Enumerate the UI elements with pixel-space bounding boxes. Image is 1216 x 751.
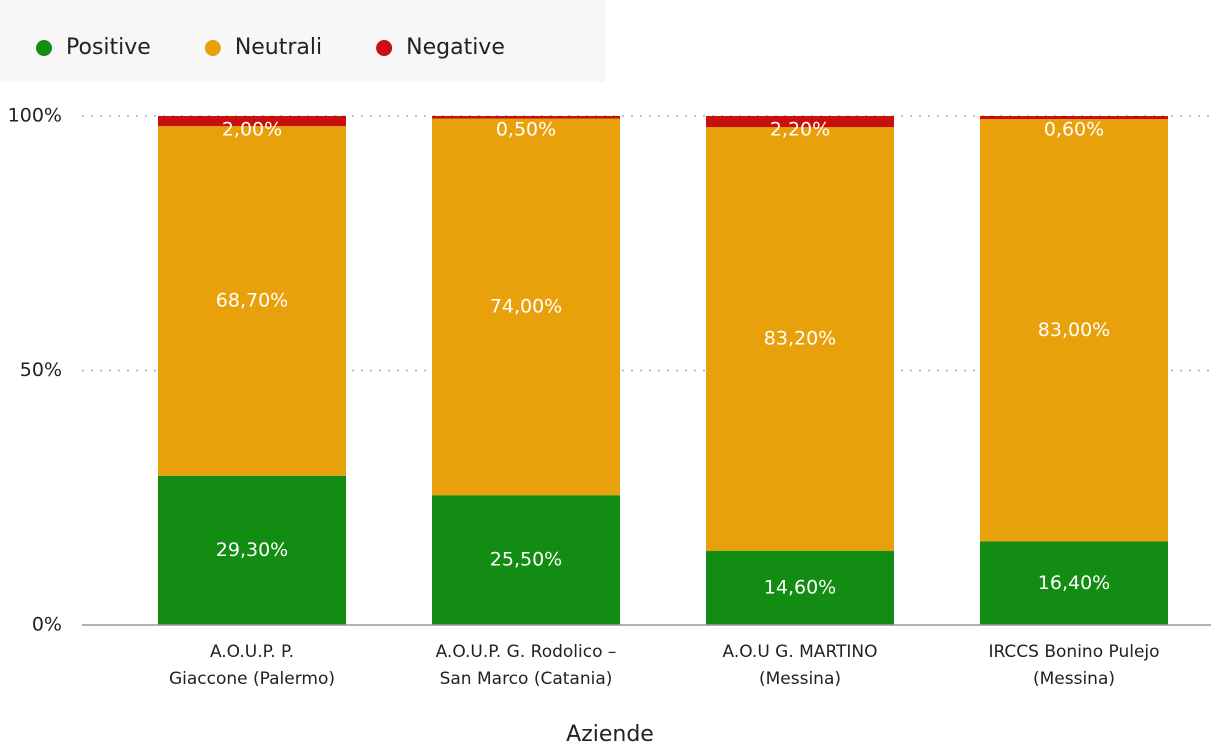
data-label: 68,70%: [216, 290, 288, 312]
y-tick-label: 0%: [32, 614, 62, 636]
x-tick-label: (Messina): [759, 669, 841, 689]
x-tick-label: IRCCS Bonino Pulejo: [988, 642, 1159, 662]
bar-segment: [706, 550, 894, 625]
bar-segment: [980, 116, 1168, 120]
x-axis-title: Aziende: [566, 722, 654, 747]
data-label: 83,20%: [764, 327, 836, 349]
legend-label: Positive: [66, 35, 151, 60]
data-label: 29,30%: [216, 539, 288, 561]
x-tick-label: San Marco (Catania): [440, 669, 613, 689]
legend-marker: [36, 40, 52, 56]
legend-marker: [376, 40, 393, 56]
y-tick-label: 50%: [20, 359, 62, 381]
y-tick-label: 100%: [8, 105, 62, 127]
bar-segment: [706, 127, 894, 551]
bar-segment: [158, 126, 346, 476]
bar-segment: [980, 119, 1168, 542]
bar-segment: [158, 116, 346, 127]
bar-segment: [432, 495, 620, 625]
bar-segment: [706, 116, 894, 128]
x-tick-label: A.O.U.P. P.: [210, 642, 294, 662]
x-tick-label: (Messina): [1033, 669, 1115, 689]
data-label: 83,00%: [1038, 319, 1110, 341]
data-label: 0,50%: [496, 119, 556, 141]
legend-marker: [204, 40, 221, 56]
bar-segment: [980, 541, 1168, 625]
legend-label: Negative: [406, 35, 505, 60]
x-tick-label: A.O.U G. MARTINO: [722, 642, 877, 662]
data-label: 2,00%: [222, 119, 282, 141]
legend-label: Neutrali: [235, 35, 322, 60]
data-label: 16,40%: [1038, 572, 1110, 594]
x-tick-label: A.O.U.P. G. Rodolico –: [436, 642, 617, 662]
data-label: 74,00%: [490, 295, 562, 317]
bar-segment: [158, 475, 346, 625]
bar-segment: [432, 118, 620, 496]
data-label: 0,60%: [1044, 119, 1104, 141]
bar-segment: [432, 116, 620, 119]
legend-background: [0, 0, 605, 82]
data-label: 25,50%: [490, 549, 562, 571]
data-label: 2,20%: [770, 119, 830, 141]
x-tick-label: Giaccone (Palermo): [169, 669, 335, 689]
data-label: 14,60%: [764, 576, 836, 598]
